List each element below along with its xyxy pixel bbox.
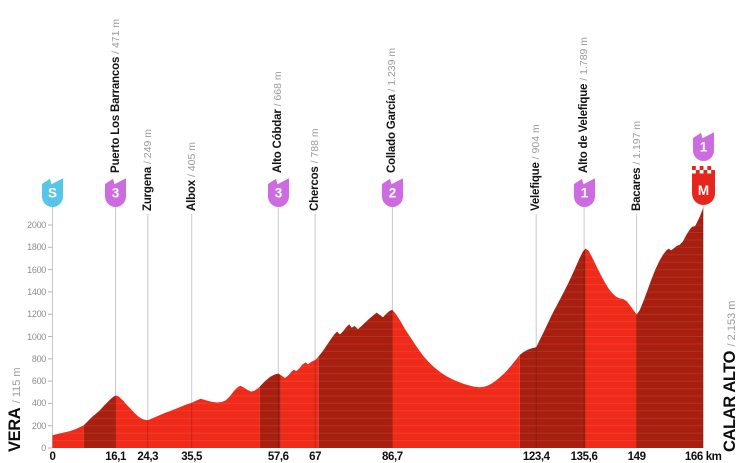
waypoint-name: Alto Cóbdar xyxy=(272,106,285,173)
x-tick-label: 149 xyxy=(627,451,646,463)
x-tick-label: 0 xyxy=(49,451,56,463)
y-tick-label: 600 xyxy=(31,376,46,387)
y-tick-label: 1600 xyxy=(27,264,46,275)
waypoint-label: Alto Cóbdar / 668 m xyxy=(272,71,284,173)
svg-text:S: S xyxy=(48,186,57,201)
waypoint-name: Zurgena xyxy=(141,164,154,211)
start-location-label: VERA / 115 m xyxy=(6,367,26,452)
y-axis-ticks xyxy=(48,224,53,449)
x-tick-label: 24,3 xyxy=(137,451,159,463)
waypoint-altitude: / 1.239 m xyxy=(386,47,399,92)
svg-text:2: 2 xyxy=(389,186,397,201)
waypoint-altitude: / 668 m xyxy=(272,71,285,107)
profile-fill xyxy=(52,207,704,448)
waypoint-label: Albox / 405 m xyxy=(186,142,198,211)
finish-altitude: / 2.153 m xyxy=(726,300,738,347)
x-tick-label: 123,4 xyxy=(522,451,550,463)
waypoint-name: Chercos xyxy=(309,163,322,211)
x-tick-label: 57,6 xyxy=(267,451,289,463)
category-badge-1: 1 xyxy=(692,131,714,166)
waypoint-label: Puerto Los Barrancos / 471 m xyxy=(110,19,122,173)
y-tick-label: 800 xyxy=(31,353,46,364)
svg-text:1: 1 xyxy=(580,186,588,201)
y-tick-label: 1400 xyxy=(27,286,46,297)
waypoint-altitude: / 249 m xyxy=(141,129,154,165)
waypoint-name: Puerto Los Barrancos xyxy=(109,53,122,173)
start-altitude: / 115 m xyxy=(11,367,23,404)
waypoint-altitude: / 1.789 m xyxy=(578,36,591,81)
finish-name: CALAR ALTO xyxy=(721,350,739,452)
waypoint-label: Collado García / 1.239 m xyxy=(386,48,398,173)
y-tick-label: 1000 xyxy=(27,331,46,342)
start-badge: S xyxy=(42,177,63,212)
category-badge-3: 3 xyxy=(105,177,127,212)
x-tick-label: 16,1 xyxy=(105,451,126,463)
x-tick-label: 35,5 xyxy=(181,451,203,463)
waypoint-altitude: / 788 m xyxy=(309,128,322,164)
svg-text:3: 3 xyxy=(275,186,283,201)
x-tick-label: 67 xyxy=(309,451,322,463)
finish-badge: M xyxy=(691,166,715,210)
start-name: VERA xyxy=(6,407,24,452)
waypoint-name: Bacares xyxy=(630,164,643,211)
category-badge-3: 3 xyxy=(267,177,289,212)
svg-text:M: M xyxy=(698,183,709,198)
svg-text:1: 1 xyxy=(699,140,707,155)
waypoint-label: Bacares / 1.197 m xyxy=(631,121,643,211)
y-tick-label: 2000 xyxy=(27,220,46,230)
finish-location-label: CALAR ALTO / 2.153 m xyxy=(721,301,741,452)
waypoint-altitude: / 471 m xyxy=(109,18,122,54)
svg-text:3: 3 xyxy=(112,186,120,201)
waypoint-label: Velefique / 904 m xyxy=(530,124,542,211)
waypoint-label: Chercos / 788 m xyxy=(309,128,321,211)
x-tick-label: 166 km xyxy=(684,451,722,463)
waypoint-name: Alto de Velefique xyxy=(578,80,591,173)
y-tick-label: 1800 xyxy=(27,242,46,253)
waypoint-altitude: / 904 m xyxy=(530,124,543,160)
waypoint-altitude: / 1.197 m xyxy=(630,120,643,165)
category-badge-1: 1 xyxy=(573,177,595,212)
x-tick-label: 86,7 xyxy=(381,451,403,463)
waypoint-label: Alto de Velefique / 1.789 m xyxy=(578,37,590,173)
x-tick-label: 135,6 xyxy=(570,451,598,463)
category-badge-2: 2 xyxy=(381,177,403,212)
waypoint-name: Velefique xyxy=(530,159,543,211)
waypoint-altitude: / 405 m xyxy=(185,142,198,178)
waypoint-name: Collado García xyxy=(386,91,399,173)
waypoint-label: Zurgena / 249 m xyxy=(142,129,154,211)
y-tick-label: 400 xyxy=(31,398,46,409)
y-tick-label: 0 xyxy=(41,443,46,453)
y-tick-label: 1200 xyxy=(27,309,46,320)
y-tick-label: 200 xyxy=(31,420,46,431)
waypoint-name: Albox xyxy=(185,177,198,211)
